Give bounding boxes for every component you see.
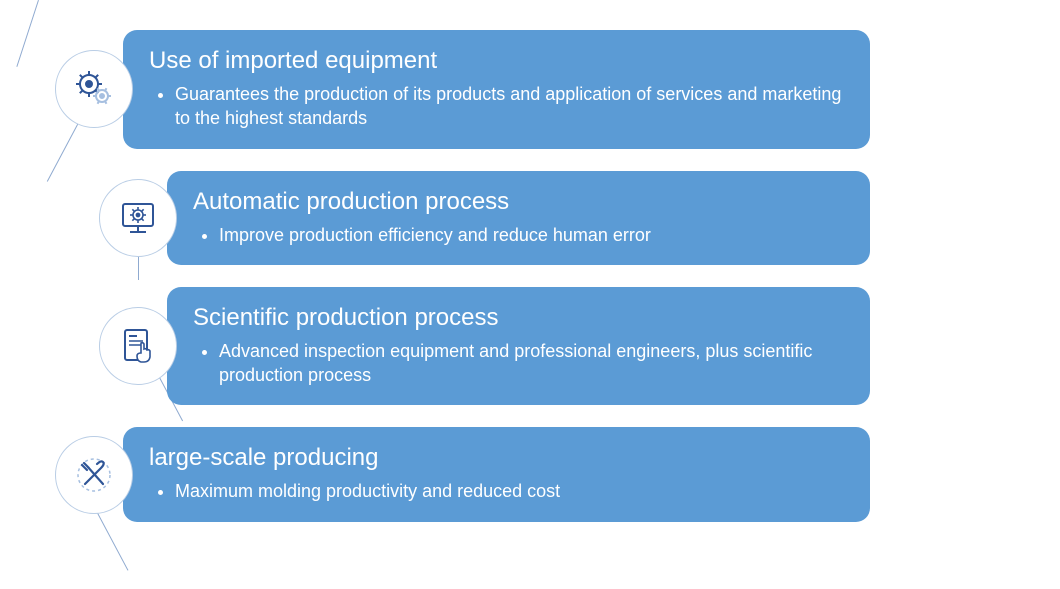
info-bullet: Advanced inspection equipment and profes… xyxy=(219,339,844,388)
info-row: Automatic production process Improve prod… xyxy=(99,171,870,265)
info-bar: Automatic production process Improve prod… xyxy=(167,171,870,265)
info-row: Use of imported equipment Guarantees the … xyxy=(55,30,870,149)
info-bullets: Maximum molding productivity and reduced… xyxy=(149,479,844,503)
info-bar: Scientific production process Advanced in… xyxy=(167,287,870,406)
info-bullets: Advanced inspection equipment and profes… xyxy=(193,339,844,388)
info-bar: Use of imported equipment Guarantees the … xyxy=(123,30,870,149)
info-title: Scientific production process xyxy=(193,303,844,333)
tools-icon xyxy=(55,436,133,514)
tablet-hand-icon xyxy=(99,307,177,385)
info-bullet: Improve production efficiency and reduce… xyxy=(219,223,844,247)
info-row: Scientific production process Advanced in… xyxy=(99,287,870,406)
gears-icon xyxy=(55,50,133,128)
timeline-segment xyxy=(16,0,39,67)
info-title: Use of imported equipment xyxy=(149,46,844,76)
info-row: large-scale producing Maximum molding pro… xyxy=(55,427,870,521)
info-title: Automatic production process xyxy=(193,187,844,217)
info-bullet: Maximum molding productivity and reduced… xyxy=(175,479,844,503)
info-title: large-scale producing xyxy=(149,443,844,473)
info-bullets: Guarantees the production of its product… xyxy=(149,82,844,131)
info-bullet: Guarantees the production of its product… xyxy=(175,82,844,131)
info-bullets: Improve production efficiency and reduce… xyxy=(193,223,844,247)
infographic-rows: Use of imported equipment Guarantees the … xyxy=(55,30,870,544)
info-bar: large-scale producing Maximum molding pro… xyxy=(123,427,870,521)
monitor-gear-icon xyxy=(99,179,177,257)
